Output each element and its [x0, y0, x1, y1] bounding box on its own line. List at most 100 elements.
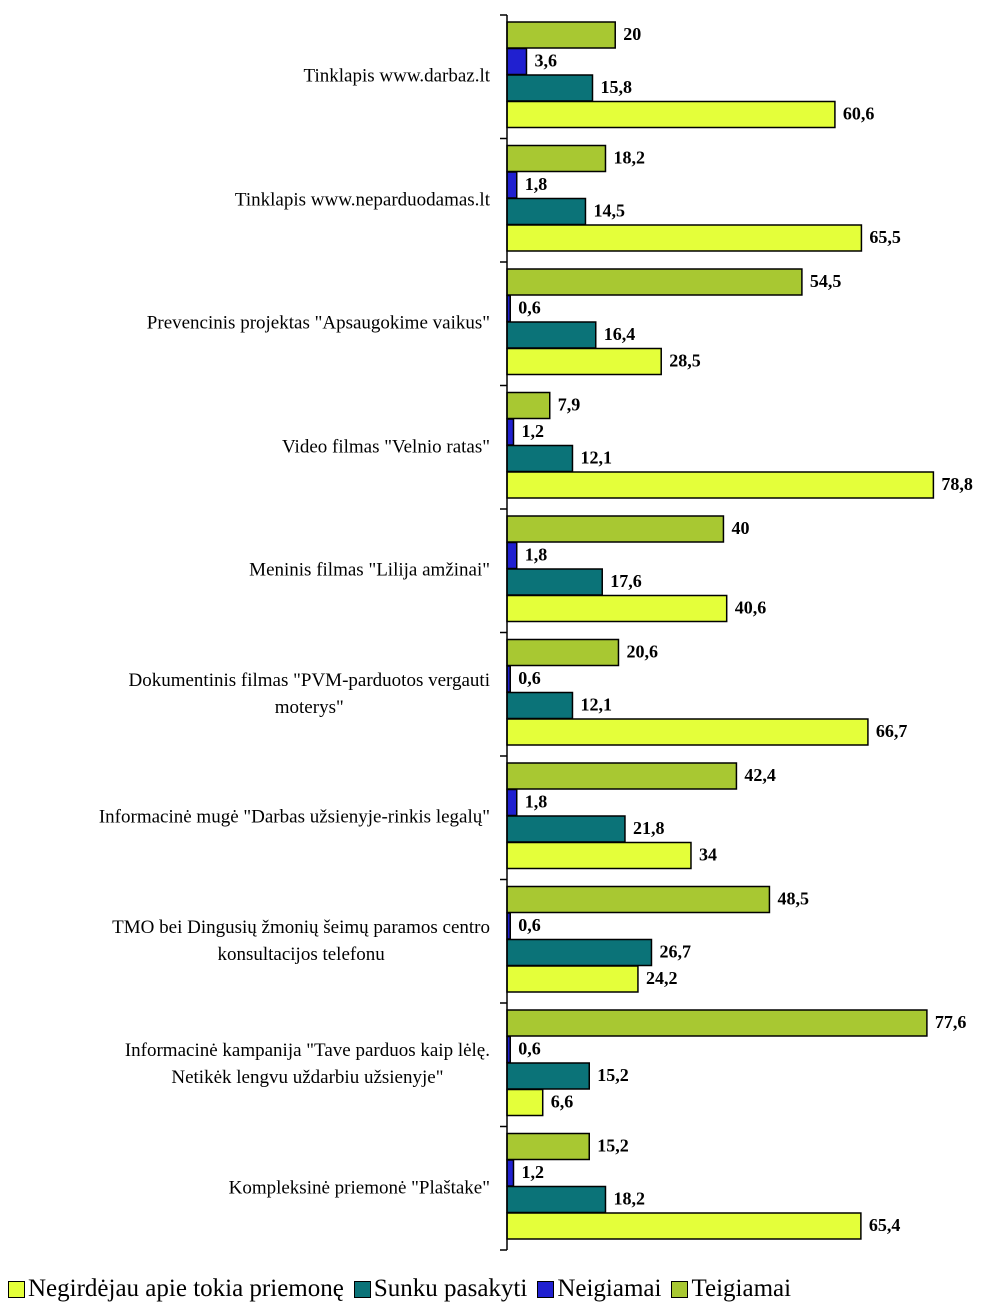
- value-label: 0,6: [518, 298, 541, 318]
- legend: Negirdėjau apie tokia priemonę Sunku pasa…: [8, 1275, 801, 1303]
- legend-item: Negirdėjau apie tokia priemonę: [8, 1275, 344, 1303]
- value-label: 40,6: [735, 598, 767, 618]
- bar: [506, 1212, 862, 1240]
- value-label: 1,8: [525, 545, 548, 565]
- bar: [506, 885, 771, 914]
- bar: [506, 762, 738, 790]
- category-text: Tinklapis www.darbaz.lt: [303, 65, 490, 87]
- value-label: 0,6: [518, 915, 541, 935]
- bar: [506, 638, 620, 667]
- value-label: 20,6: [626, 642, 658, 662]
- category-label: Prevencinis projektas "Apsaugokime vaiku…: [0, 310, 490, 337]
- value-label: 65,5: [869, 227, 901, 247]
- bar: [506, 718, 869, 746]
- category-label: Tinklapis www.neparduodamas.lt: [0, 186, 490, 213]
- value-label: 42,4: [744, 765, 776, 785]
- bar: [506, 347, 662, 376]
- legend-label: Negirdėjau apie tokia priemonę: [28, 1275, 344, 1302]
- category-label: Video filmas "Velnio ratas": [0, 433, 490, 460]
- bar: [506, 1088, 544, 1117]
- legend-swatch: [353, 1280, 371, 1298]
- value-label: 1,2: [521, 421, 544, 441]
- bar: [506, 841, 692, 870]
- category-text: Tinklapis www.neparduodamas.lt: [234, 189, 490, 210]
- value-label: 12,1: [580, 448, 612, 468]
- value-label: 26,7: [659, 942, 691, 962]
- value-label: 0,6: [518, 668, 541, 688]
- legend-swatch: [671, 1280, 689, 1298]
- value-label: 1,8: [525, 792, 548, 812]
- category-text: Informacinė mugė "Darbas užsienyje-rinki…: [98, 806, 490, 828]
- value-label: 12,1: [580, 695, 612, 715]
- bar: [506, 74, 594, 102]
- value-label: 17,6: [610, 571, 642, 591]
- bar: [506, 144, 607, 173]
- category-text: Kompleksinė priemonė "Plaštake": [228, 1177, 490, 1198]
- value-label: 78,8: [941, 474, 973, 494]
- value-label: 1,8: [525, 174, 548, 194]
- value-label: 77,6: [935, 1012, 967, 1032]
- category-label: Kompleksinė priemonė "Plaštake": [0, 1174, 490, 1201]
- bar: [506, 47, 528, 76]
- category-label: TMO bei Dingusių žmonių šeimų paramos ce…: [0, 914, 490, 968]
- value-label: 3,6: [534, 51, 557, 71]
- legend-item: Teigiamai: [671, 1275, 791, 1303]
- bar: [506, 391, 551, 420]
- bar: [506, 268, 803, 296]
- bar: [506, 938, 653, 967]
- value-label: 0,6: [518, 1039, 541, 1059]
- value-label: 66,7: [876, 721, 908, 741]
- category-text: Prevencinis projektas "Apsaugokime vaiku…: [146, 312, 490, 334]
- legend-label: Neigiamai: [557, 1275, 662, 1302]
- value-label: 15,8: [600, 77, 632, 97]
- value-label: 16,4: [604, 324, 636, 344]
- legend-swatch: [8, 1280, 25, 1298]
- bar: [506, 541, 518, 570]
- bar: [506, 965, 639, 993]
- value-label: 15,2: [597, 1065, 629, 1085]
- bar: [506, 1062, 590, 1090]
- legend-item: Sunku pasakyti: [353, 1275, 528, 1303]
- bar: [506, 515, 725, 543]
- bar: [506, 418, 515, 446]
- legend-item: Neigiamai: [537, 1275, 661, 1303]
- bar: [506, 444, 574, 473]
- bar: [506, 594, 728, 623]
- value-label: 40: [731, 518, 749, 538]
- value-label: 14,5: [593, 201, 625, 221]
- bar: [506, 21, 616, 49]
- bar: [506, 691, 574, 720]
- bar: [506, 471, 935, 499]
- category-label: Dokumentinis filmas "PVM-parduotos verga…: [0, 667, 490, 721]
- bar: [506, 815, 626, 843]
- category-text: TMO bei Dingusių žmonių šeimų paramos ce…: [112, 916, 490, 965]
- value-label: 34: [699, 845, 717, 865]
- bar: [506, 1159, 515, 1187]
- bar: [506, 568, 603, 596]
- category-text: Informacinė kampanija "Tave parduos kaip…: [124, 1040, 490, 1088]
- category-text: Meninis filmas "Lilija amžinai": [249, 559, 490, 581]
- value-label: 7,9: [558, 395, 581, 415]
- bar: [506, 224, 863, 252]
- category-label: Informacinė kampanija "Tave parduos kaip…: [0, 1037, 490, 1091]
- category-label: Meninis filmas "Lilija amžinai": [0, 557, 490, 584]
- bar: [506, 100, 836, 129]
- value-label: 6,6: [551, 1092, 574, 1112]
- value-label: 48,5: [777, 889, 809, 909]
- legend-label: Teigiamai: [691, 1275, 792, 1302]
- legend-label: Sunku pasakyti: [373, 1275, 528, 1302]
- category-label: Tinklapis www.darbaz.lt: [0, 63, 490, 90]
- category-text: Video filmas "Velnio ratas": [281, 436, 490, 457]
- legend-swatch: [537, 1280, 555, 1298]
- bar: [506, 171, 518, 199]
- value-label: 1,2: [521, 1162, 544, 1182]
- value-label: 60,6: [843, 104, 875, 124]
- value-label: 54,5: [810, 271, 842, 291]
- value-label: 24,2: [646, 968, 678, 988]
- value-label: 18,2: [613, 1189, 645, 1209]
- bar: [506, 197, 587, 226]
- bar: [506, 321, 597, 349]
- value-label: 15,2: [597, 1136, 629, 1156]
